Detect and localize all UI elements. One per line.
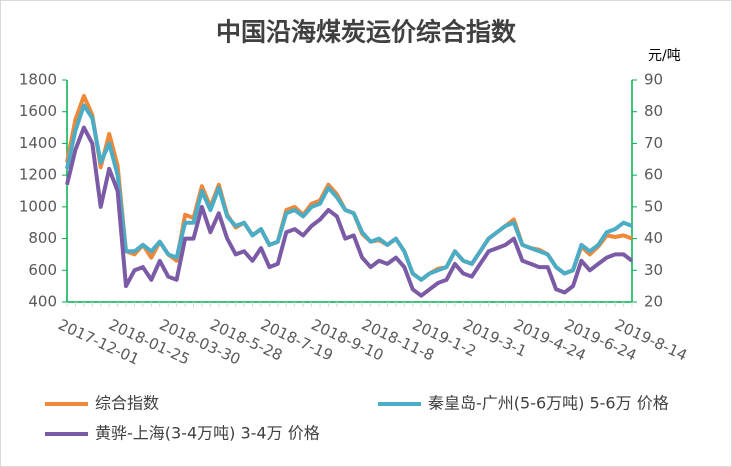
y2-tick-label: 80 [644,102,663,120]
y2-tick-label: 30 [644,261,663,279]
y2-axis-label: 元/吨 [648,48,681,64]
series-line [65,125,634,298]
y-tick-label: 1800 [19,71,57,89]
legend-label: 综合指数 [95,394,159,413]
y-tick-label: 1600 [19,102,57,120]
y-tick-label: 600 [28,261,57,279]
legend-label: 秦皇岛-广州(5-6万吨) 5-6万 价格 [428,394,669,413]
y-tick-label: 400 [28,293,57,311]
y2-tick-label: 20 [644,293,663,311]
legend-label: 黄骅-上海(3-4万吨) 3-4万 价格 [95,424,320,443]
y-tick-label: 1000 [19,197,57,215]
series-line [65,103,633,282]
chart-title: 中国沿海煤炭运价综合指数 [216,18,517,47]
y2-tick-label: 60 [644,166,663,184]
y-tick-label: 1400 [19,134,57,152]
y2-tick-label: 70 [644,134,663,152]
y-tick-label: 800 [28,229,57,247]
y-tick-label: 1200 [19,166,57,184]
y2-tick-label: 90 [644,71,663,89]
y2-tick-label: 40 [644,229,663,247]
y2-tick-label: 50 [644,197,663,215]
